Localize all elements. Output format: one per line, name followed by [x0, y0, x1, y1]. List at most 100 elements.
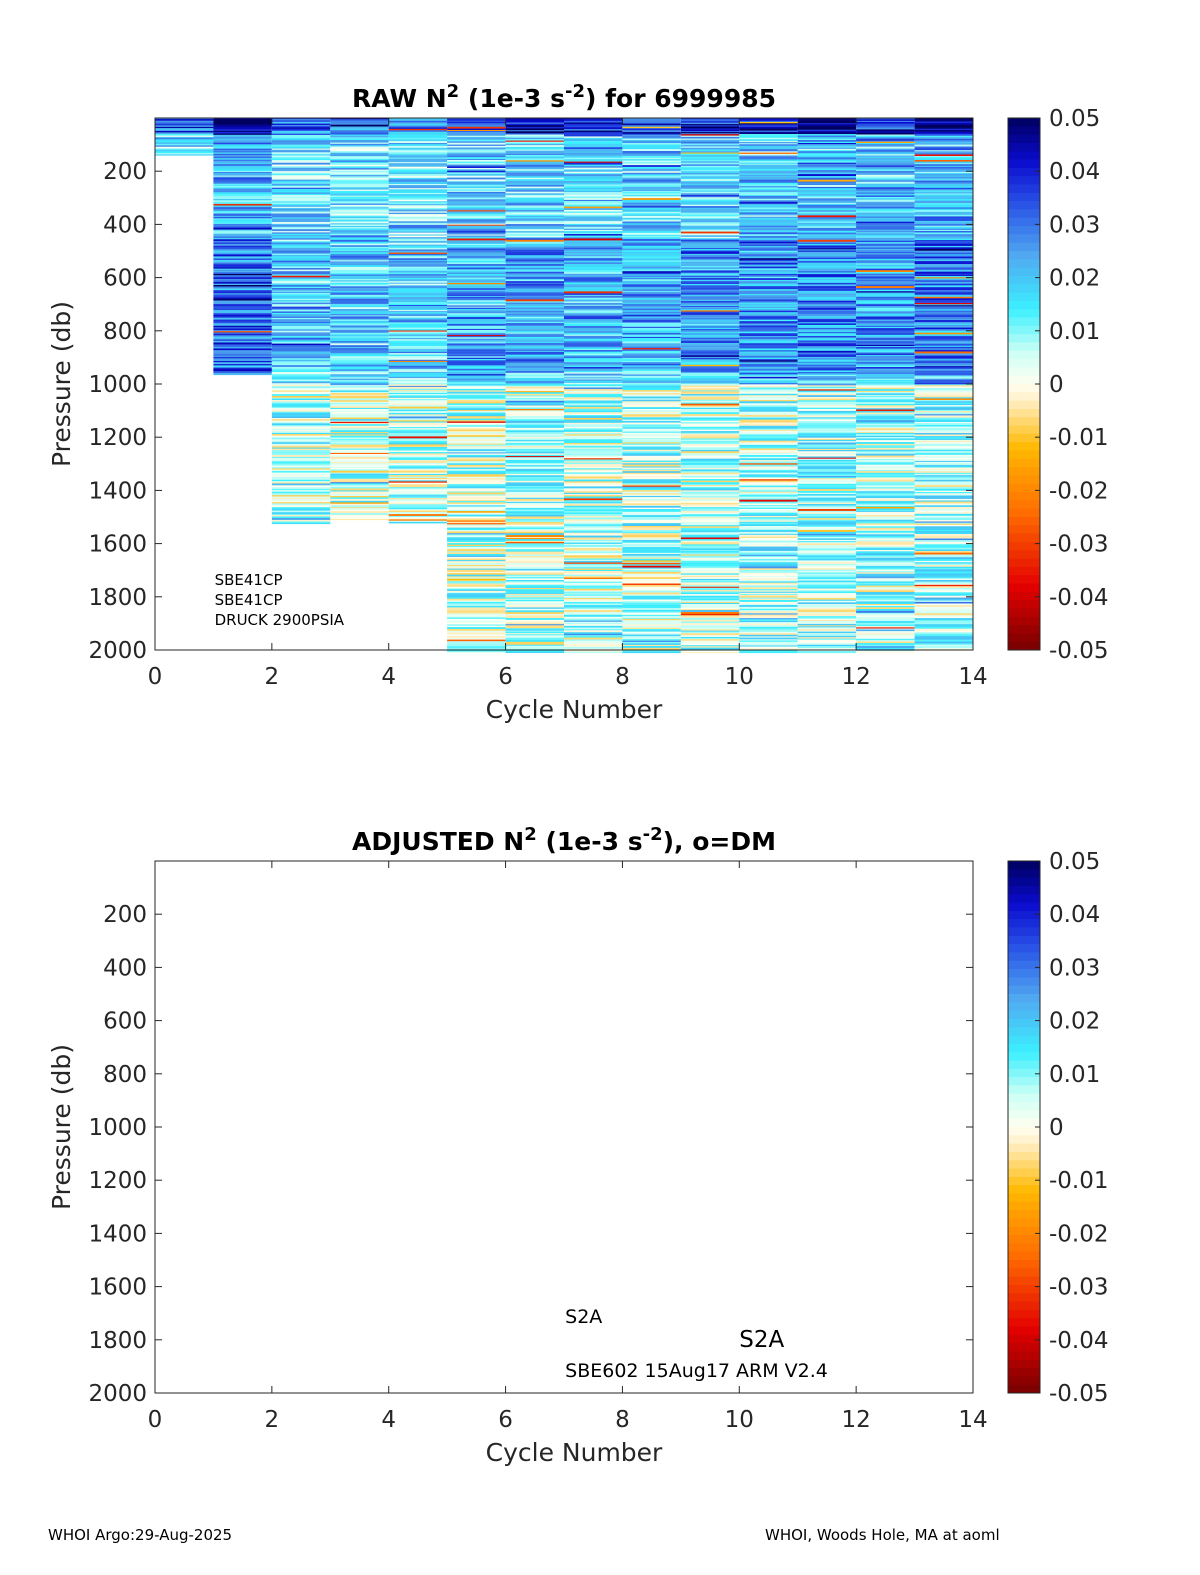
- colorbar-segment: [1008, 367, 1040, 377]
- heatmap-cell: [564, 174, 623, 177]
- heatmap-cell: [856, 389, 915, 392]
- heatmap-cell: [797, 495, 857, 498]
- heatmap-cell: [914, 468, 973, 471]
- heatmap-cell: [271, 277, 331, 280]
- heatmap-cell: [739, 326, 798, 329]
- heatmap-cell: [622, 425, 681, 428]
- heatmap-cell: [680, 126, 740, 129]
- heatmap-cell: [914, 317, 973, 320]
- heatmap-cell: [447, 412, 506, 415]
- heatmap-cell: [447, 138, 506, 140]
- heatmap-cell: [914, 262, 973, 265]
- heatmap-cell: [564, 621, 623, 624]
- heatmap-cell: [447, 322, 506, 325]
- heatmap-cell: [271, 136, 331, 139]
- heatmap-cell: [213, 364, 272, 366]
- heatmap-cell: [680, 134, 740, 136]
- heatmap-cell: [564, 368, 623, 371]
- heatmap-cell: [505, 634, 564, 636]
- heatmap-cell: [914, 124, 973, 127]
- heatmap-cell: [388, 294, 448, 296]
- heatmap-cell: [856, 496, 915, 499]
- heatmap-cell: [622, 261, 681, 264]
- heatmap-cell: [739, 324, 798, 326]
- heatmap-cell: [797, 195, 857, 198]
- heatmap-cell: [447, 118, 506, 120]
- heatmap-cell: [914, 267, 973, 269]
- heatmap-cell: [271, 171, 331, 173]
- heatmap-cell: [739, 501, 798, 504]
- heatmap-cell: [622, 601, 681, 604]
- heatmap-cell: [505, 527, 564, 530]
- colorbar-segment: [1008, 1384, 1040, 1394]
- heatmap-cell: [564, 188, 623, 190]
- sensor-annotation: SBE602 15Aug17 ARM V2.4: [565, 1360, 828, 1382]
- heatmap-cell: [505, 606, 564, 608]
- heatmap-cell: [680, 278, 740, 281]
- colorbar-segment: [1008, 317, 1040, 327]
- heatmap-cell: [622, 176, 681, 178]
- heatmap-cell: [388, 386, 448, 390]
- heatmap-cell: [797, 199, 857, 202]
- heatmap-cell: [447, 644, 506, 647]
- colorbar-segment: [1008, 1309, 1040, 1319]
- heatmap-cell: [330, 462, 389, 464]
- heatmap-cell: [213, 242, 272, 245]
- heatmap-cell: [680, 320, 740, 323]
- heatmap-cell: [388, 168, 448, 170]
- heatmap-cell: [505, 533, 564, 536]
- heatmap-cell: [505, 258, 564, 261]
- heatmap-cell: [271, 445, 331, 448]
- heatmap-cell: [564, 515, 623, 518]
- heatmap-cell: [797, 608, 857, 610]
- heatmap-cell: [914, 394, 973, 397]
- heatmap-cell: [505, 171, 564, 174]
- heatmap-cell: [271, 391, 331, 394]
- heatmap-cell: [914, 273, 973, 276]
- heatmap-cell: [856, 240, 915, 243]
- heatmap-cell: [447, 457, 506, 460]
- heatmap-cell: [622, 268, 681, 270]
- heatmap-cell: [914, 184, 973, 186]
- heatmap-cell: [622, 137, 681, 140]
- heatmap-cell: [622, 428, 681, 431]
- heatmap-cell: [739, 218, 798, 220]
- heatmap-cell: [564, 425, 623, 428]
- heatmap-cell: [388, 314, 448, 317]
- heatmap-cell: [680, 403, 740, 406]
- heatmap-cell: [447, 475, 506, 478]
- heatmap-cell: [564, 120, 623, 123]
- heatmap-cell: [271, 425, 331, 427]
- heatmap-cell: [330, 463, 389, 465]
- heatmap-cell: [330, 143, 389, 146]
- heatmap-cell: [680, 327, 740, 330]
- heatmap-cell: [797, 258, 857, 260]
- heatmap-cell: [330, 407, 389, 410]
- heatmap-cell: [564, 141, 623, 145]
- heatmap-cell: [856, 174, 915, 177]
- heatmap-cell: [797, 379, 857, 381]
- heatmap-cell: [271, 289, 331, 291]
- heatmap-cell: [505, 607, 564, 610]
- heatmap-cell: [622, 500, 681, 503]
- heatmap-cell: [447, 303, 506, 306]
- heatmap-cell: [505, 590, 564, 592]
- heatmap-cell: [564, 343, 623, 345]
- heatmap-cell: [739, 125, 798, 128]
- heatmap-cell: [447, 481, 506, 484]
- heatmap-cell: [680, 583, 740, 586]
- heatmap-cell: [680, 343, 740, 345]
- heatmap-cell: [739, 265, 798, 268]
- heatmap-cell: [505, 256, 564, 259]
- heatmap-cell: [680, 454, 740, 456]
- heatmap-cell: [447, 260, 506, 263]
- heatmap-cell: [213, 283, 272, 286]
- heatmap-cell: [271, 190, 331, 193]
- heatmap-cell: [330, 140, 389, 143]
- heatmap-cell: [447, 444, 506, 447]
- heatmap-cell: [505, 589, 564, 591]
- heatmap-cell: [505, 584, 564, 586]
- heatmap-cell: [564, 211, 623, 214]
- heatmap-cell: [271, 242, 331, 245]
- heatmap-cell: [622, 595, 681, 598]
